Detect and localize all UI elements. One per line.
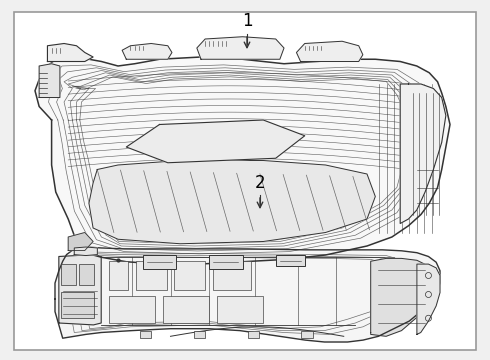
Polygon shape [39, 64, 60, 98]
Bar [213, 261, 251, 290]
Bar [79, 264, 94, 285]
Bar [61, 264, 76, 285]
Bar [209, 255, 243, 269]
Polygon shape [122, 44, 172, 59]
Bar [109, 296, 155, 323]
Bar [247, 330, 259, 338]
Bar [143, 255, 176, 269]
Polygon shape [68, 233, 93, 251]
Polygon shape [371, 258, 432, 336]
Polygon shape [197, 37, 284, 59]
Polygon shape [417, 264, 440, 334]
Bar [276, 255, 305, 266]
Bar [174, 261, 205, 290]
Polygon shape [400, 84, 446, 224]
Polygon shape [296, 41, 363, 62]
Bar [109, 261, 128, 290]
Polygon shape [126, 120, 305, 163]
Text: 2: 2 [255, 174, 265, 192]
Polygon shape [74, 247, 98, 256]
Bar [140, 330, 151, 338]
Bar [136, 261, 167, 290]
Polygon shape [35, 57, 450, 264]
Bar [163, 296, 209, 323]
Polygon shape [59, 255, 101, 325]
Text: 1: 1 [242, 12, 252, 30]
Bar [61, 292, 94, 318]
Polygon shape [55, 247, 440, 342]
Polygon shape [48, 44, 93, 62]
Bar [194, 330, 205, 338]
Bar [301, 330, 313, 338]
Bar [217, 296, 263, 323]
Polygon shape [89, 161, 375, 244]
